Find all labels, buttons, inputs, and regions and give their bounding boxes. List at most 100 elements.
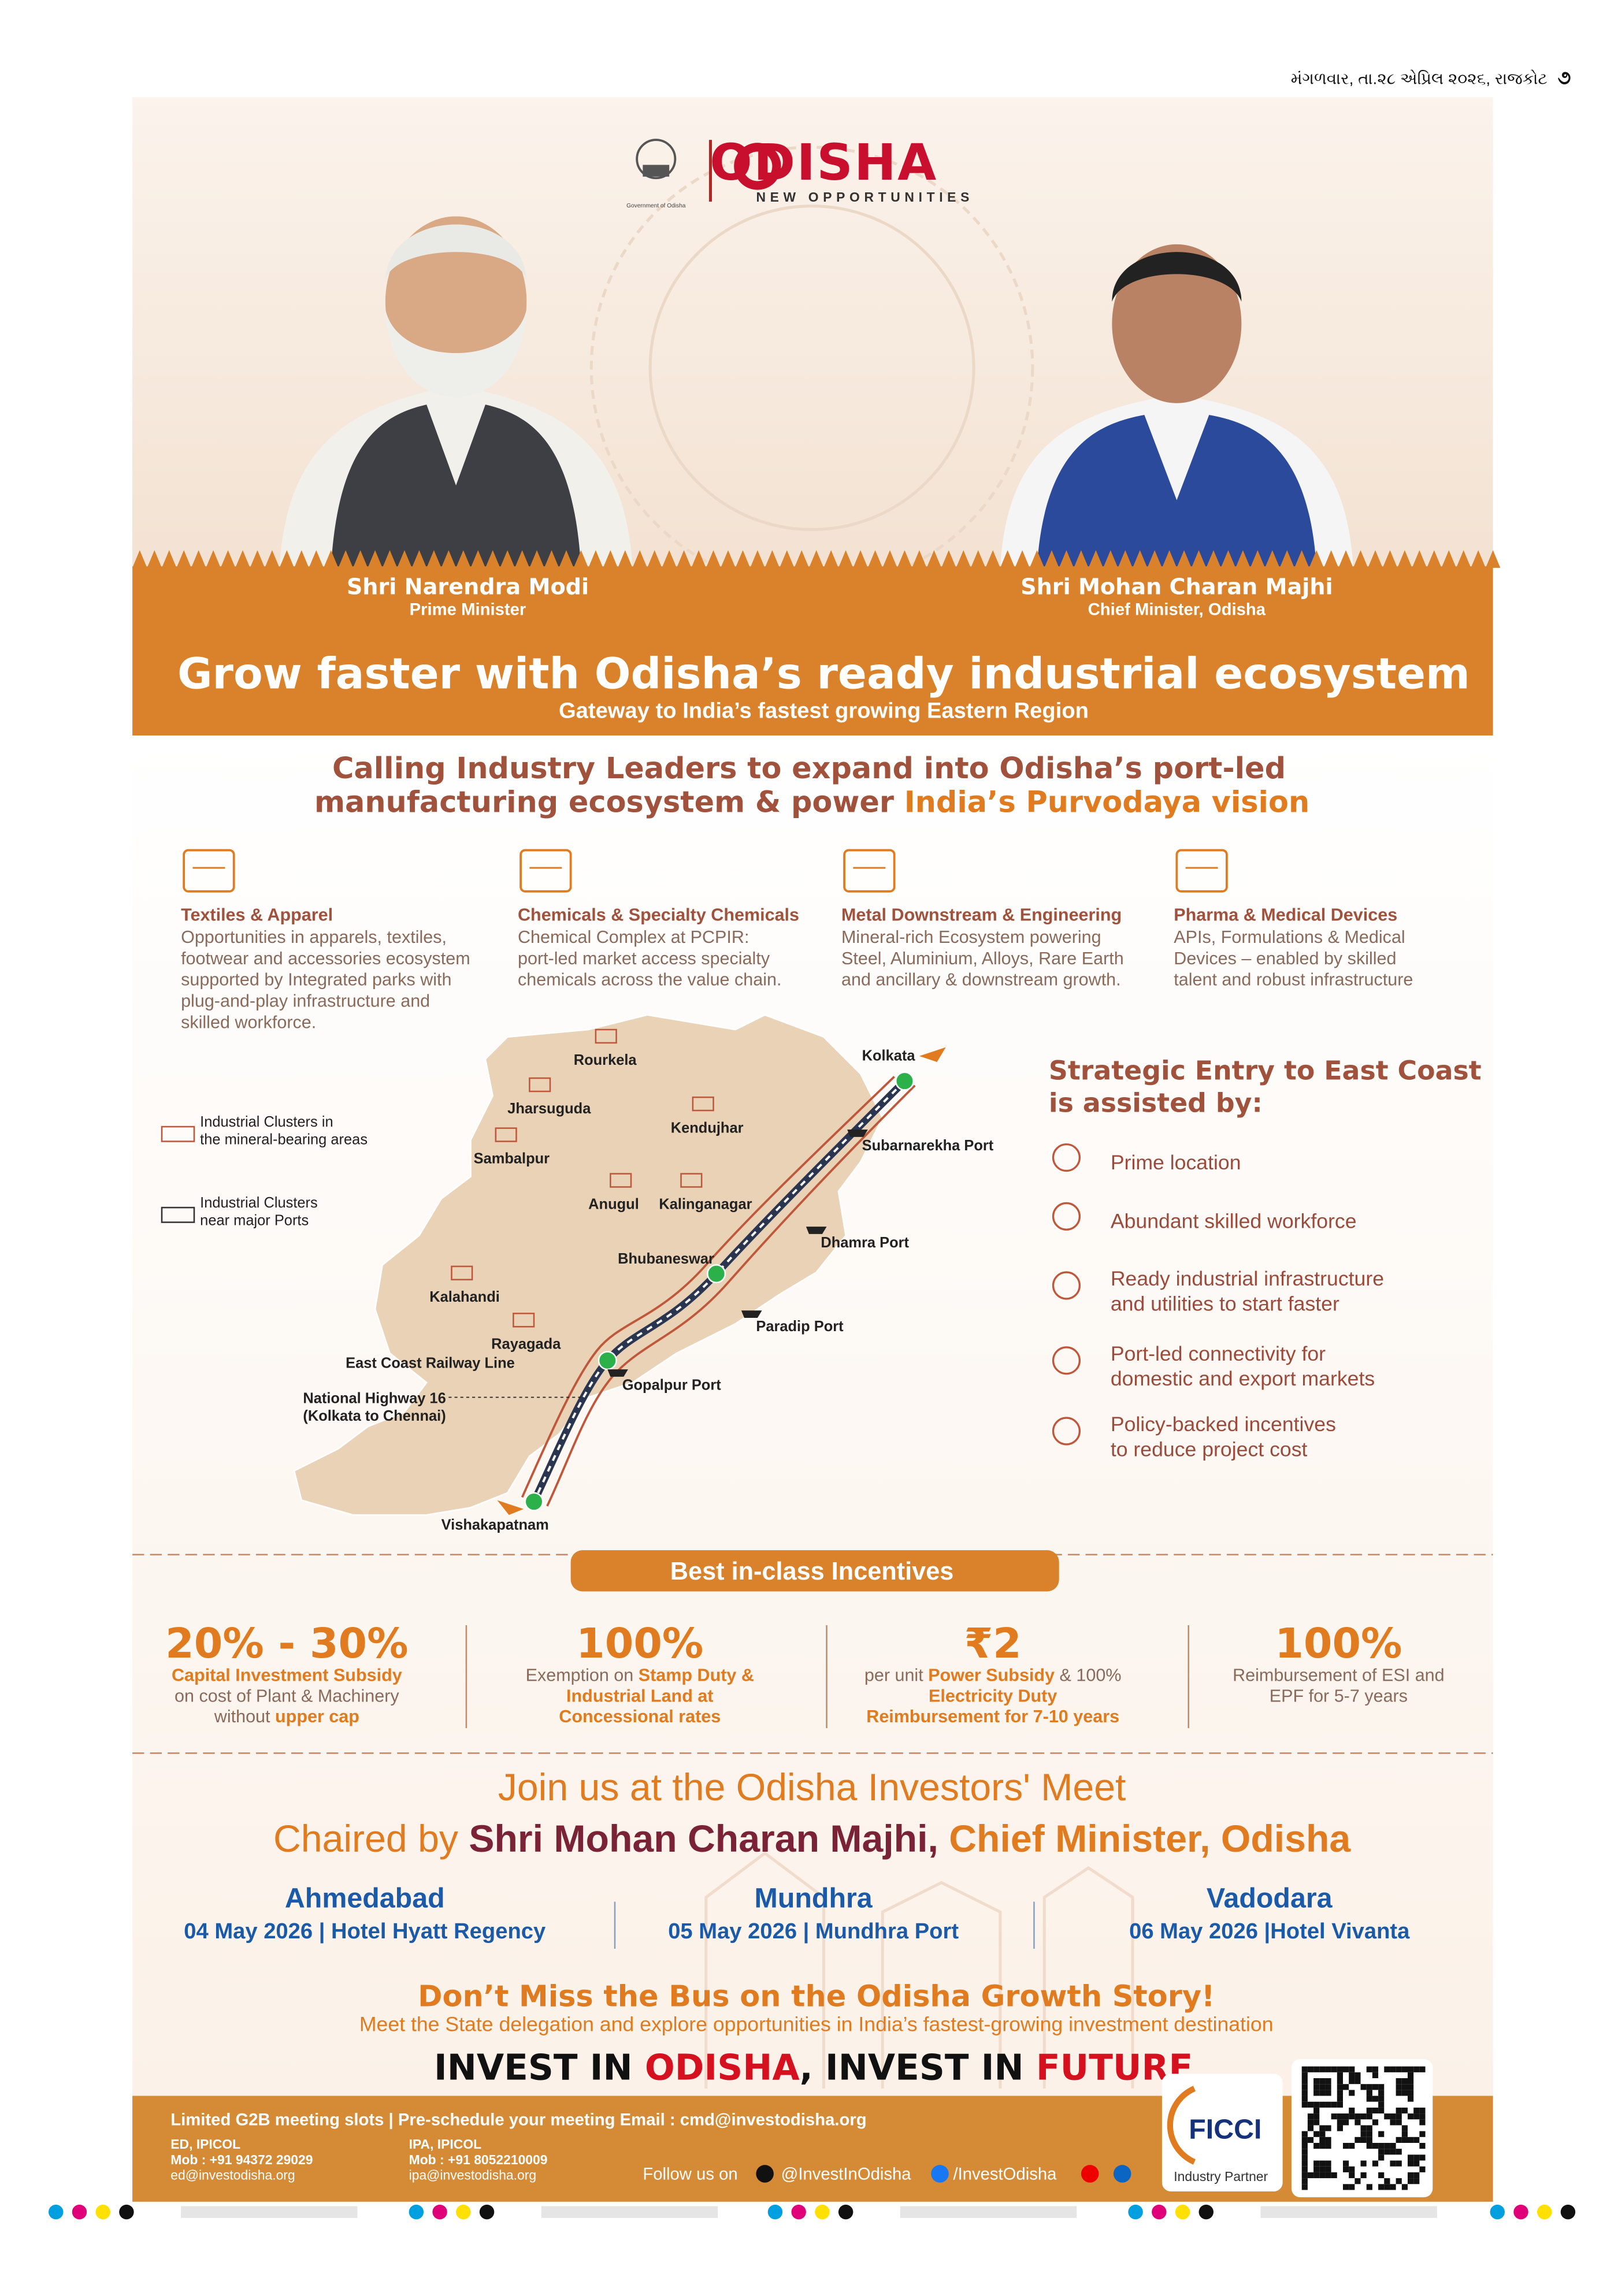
cluster-icon xyxy=(692,1096,714,1112)
qr-module xyxy=(1325,2084,1331,2090)
qr-module xyxy=(1354,2113,1361,2120)
qr-module xyxy=(1408,2172,1414,2179)
cluster-icon xyxy=(513,1313,535,1328)
print-mark xyxy=(1560,2204,1576,2220)
qr-module xyxy=(1325,2160,1331,2167)
cluster-icon xyxy=(595,1028,617,1044)
qr-module xyxy=(1337,2090,1343,2096)
qr-module xyxy=(1366,2084,1372,2090)
qr-module xyxy=(1319,2143,1326,2149)
legend-icon xyxy=(161,1125,195,1142)
qr-module xyxy=(1349,2113,1355,2120)
qr-module xyxy=(1301,2090,1308,2096)
sector-icon xyxy=(1175,849,1228,893)
sector-text: plug-and-play infrastructure and xyxy=(181,991,430,1011)
mandala xyxy=(648,205,975,532)
qr-module xyxy=(1413,2107,1420,2114)
incentive-text-part: without xyxy=(214,1707,275,1726)
qr-module xyxy=(1307,2137,1314,2143)
qr-module xyxy=(1366,2090,1372,2096)
qr-module xyxy=(1301,2078,1308,2085)
print-mark xyxy=(791,2204,806,2220)
banner-subtitle: Gateway to India’s fastest growing Easte… xyxy=(559,698,1089,723)
qr-module xyxy=(1366,2113,1372,2120)
qr-module xyxy=(1301,2149,1308,2155)
strategic-icon xyxy=(1052,1271,1081,1300)
qr-module xyxy=(1319,2131,1326,2137)
footer-slots: Limited G2B meeting slots | Pre-schedule… xyxy=(170,2111,866,2129)
qr-module xyxy=(1408,2084,1414,2090)
qr-module xyxy=(1360,2084,1367,2090)
footer-contact: Mob : +91 94372 29029 xyxy=(170,2152,313,2167)
qr-module xyxy=(1396,2066,1402,2072)
qr-module xyxy=(1401,2078,1408,2085)
qr-module xyxy=(1325,2066,1331,2072)
qr-module xyxy=(1319,2137,1326,2143)
qr-module xyxy=(1319,2078,1326,2085)
qr-module xyxy=(1378,2107,1385,2114)
sector-text: Devices – enabled by skilled xyxy=(1174,949,1396,968)
incentive-text-part: & 100% xyxy=(1055,1666,1121,1685)
city-detail: 04 May 2026 | Hotel Hyatt Regency xyxy=(184,1919,546,1944)
print-mark xyxy=(1128,2204,1143,2220)
qr-module xyxy=(1366,2066,1372,2072)
leader-role: Prime Minister xyxy=(410,600,526,619)
invest-line-part: ODISHA xyxy=(645,2048,800,2089)
qr-module xyxy=(1301,2143,1308,2149)
qr-module xyxy=(1343,2143,1349,2149)
qr-module xyxy=(1360,2160,1367,2167)
qr-module xyxy=(1360,2172,1367,2179)
incentive-text-part: upper cap xyxy=(275,1707,359,1726)
qr-module xyxy=(1301,2137,1308,2143)
incentive-text-part: Stamp Duty & xyxy=(639,1666,754,1685)
in-icon xyxy=(1113,2165,1131,2183)
qr-module xyxy=(1396,2160,1402,2167)
qr-module xyxy=(1372,2084,1379,2090)
qr-module xyxy=(1378,2084,1385,2090)
qr-module xyxy=(1337,2072,1343,2078)
ship-icon xyxy=(607,1369,628,1377)
qr-module xyxy=(1413,2113,1420,2120)
sector-title: Pharma & Medical Devices xyxy=(1174,905,1397,925)
calling-line: Calling Industry Leaders to expand into … xyxy=(332,752,1286,786)
qr-module xyxy=(1396,2149,1402,2155)
hub-dot xyxy=(895,1071,914,1091)
qr-module xyxy=(1366,2137,1372,2143)
qr-module xyxy=(1384,2143,1390,2149)
qr-module xyxy=(1354,2072,1361,2078)
x-icon xyxy=(756,2165,774,2183)
fb-handle: /InvestOdisha xyxy=(953,2165,1057,2184)
incentive-text-part: Industrial Land at xyxy=(566,1686,713,1706)
qr-module xyxy=(1343,2184,1349,2190)
city-detail: 05 May 2026 | Mundhra Port xyxy=(668,1919,959,1944)
ship-icon xyxy=(741,1310,762,1318)
qr-module xyxy=(1366,2107,1372,2114)
qr-module xyxy=(1325,2090,1331,2096)
qr-module xyxy=(1337,2078,1343,2085)
strategic-icon xyxy=(1052,1143,1081,1172)
brand-tagline: NEW OPPORTUNITIES xyxy=(756,190,974,205)
qr-module xyxy=(1413,2154,1420,2161)
qr-module xyxy=(1360,2131,1367,2137)
highway xyxy=(521,1076,895,1498)
qr-module xyxy=(1313,2101,1320,2108)
qr-module xyxy=(1419,2107,1426,2114)
tagline-title: Don’t Miss the Bus on the Odisha Growth … xyxy=(418,1979,1215,2013)
qr-module xyxy=(1319,2066,1326,2072)
incentive-text-part: Reimbursement of ESI and xyxy=(1233,1666,1445,1685)
hub-dot xyxy=(707,1264,726,1284)
print-mark xyxy=(1537,2204,1552,2220)
qr-module xyxy=(1301,2160,1308,2167)
gov-label: Government of Odisha xyxy=(626,203,686,209)
print-mark xyxy=(1260,2206,1437,2218)
port-label: Gopalpur Port xyxy=(622,1377,722,1394)
qr-module xyxy=(1378,2131,1385,2137)
qr-module xyxy=(1337,2119,1343,2126)
legend-icon xyxy=(161,1206,195,1223)
qr-module xyxy=(1413,2160,1420,2167)
qr-module xyxy=(1354,2178,1361,2184)
qr-module xyxy=(1401,2066,1408,2072)
qr-module xyxy=(1307,2066,1314,2072)
qr-module xyxy=(1354,2119,1361,2126)
qr-module xyxy=(1313,2160,1320,2167)
